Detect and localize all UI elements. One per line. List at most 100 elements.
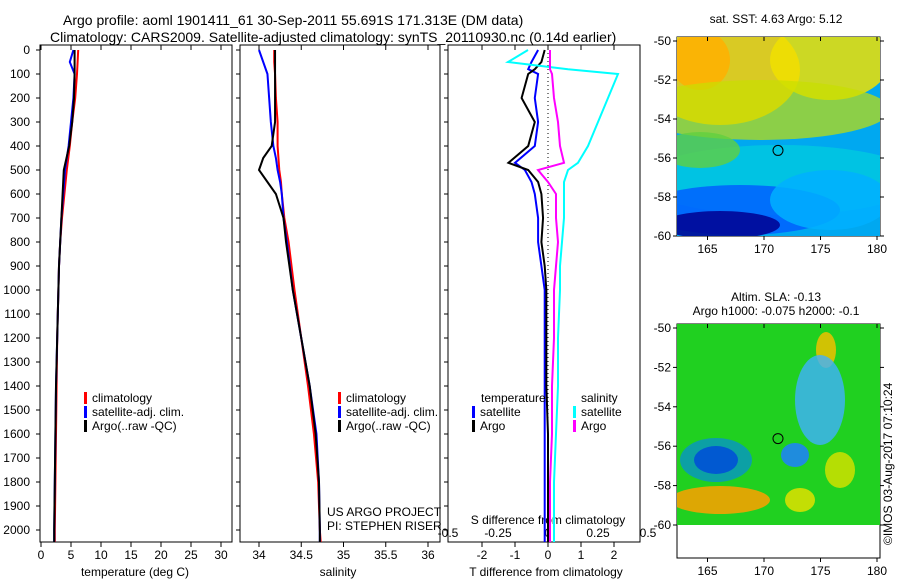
title-line-1: Argo profile: aoml 1901411_61 30-Sep-201… [63,12,524,28]
argo-position-marker [772,144,784,156]
x-tick-label: 5 [68,548,75,562]
x-tick-label: 1 [578,548,585,562]
panel2-xlabel: salinity [320,565,357,579]
x-tick-label: -1 [510,548,521,562]
legend-title-salinity: salinity [581,391,618,405]
y-tick-label: 400 [10,139,30,153]
y-tick-label: 900 [10,259,30,273]
map-cell-blob [795,355,845,445]
map-cell-blob [677,211,780,236]
x2-tick-label: 0.25 [586,526,610,540]
x-tick-label: 0 [545,548,552,562]
map-x-tick-label: 170 [754,564,774,578]
legend-diff-sal-swatch [573,406,576,418]
legend-sal-swatch [338,406,341,418]
legend-sal-swatch [338,420,341,432]
x-tick-label: 34 [252,548,266,562]
y-tick-label: 1900 [3,499,30,513]
legend-diff-temp-label: satellite [480,405,521,419]
x-tick-label: 25 [184,548,198,562]
map-x-tick-label: 175 [810,242,830,256]
x2-tick-label: 0.5 [640,526,657,540]
x-tick-label: 0 [38,548,45,562]
y-tick-label: 600 [10,187,30,201]
x-tick-label: 35 [337,548,351,562]
y-tick-label: 700 [10,211,30,225]
salinity-line-0 [273,50,322,543]
watermark: ©IMOS 03-Aug-2017 07:10:24 [881,382,895,545]
y-tick-label: 1800 [3,475,30,489]
title-line-2: Climatology: CARS2009. Satellite-adjuste… [50,29,617,45]
map-y-tick-label: -50 [654,34,672,48]
sst-map-title: sat. SST: 4.63 Argo: 5.12 [710,12,843,26]
y-tick-label: 1600 [3,427,30,441]
y-tick-label: 200 [10,91,30,105]
y-tick-label: 1100 [4,307,30,321]
x-tick-label: 15 [124,548,138,562]
map-cell-blob [677,132,740,168]
legend-sal-swatch [338,392,341,404]
map-cell-blob [781,443,809,467]
panel2-frame [239,44,441,543]
y-tick-label: 0 [23,43,30,57]
legend-diff-temp-swatch [472,406,475,418]
map-y-tick-label: -60 [654,518,672,532]
map-x-tick-label: 180 [867,242,887,256]
sla-map-title: Altim. SLA: -0.13 [731,290,821,304]
temperature-line-2 [53,50,76,542]
x2-tick-label: -0.25 [484,526,512,540]
y-tick-label: 1500 [3,403,30,417]
map-y-tick-label: -58 [654,479,672,493]
map-y-tick-label: -56 [654,439,672,453]
y-tick-label: 1700 [3,451,30,465]
y-tick-label: 300 [10,115,30,129]
map-cell-blob [770,170,880,230]
y-tick-label: 1200 [3,331,30,345]
annotation-project: US ARGO PROJECT [327,505,442,519]
argo-position-marker [772,433,784,445]
y-tick-label: 800 [10,235,30,249]
legend-diff-sal-label: Argo [581,419,607,433]
map-cell-blob [785,488,815,512]
legend-diff-temp-swatch [472,420,475,432]
legend-temp-swatch [84,392,87,404]
map-y-tick-label: -54 [654,112,672,126]
legend-temp-label: satellite-adj. clim. [92,405,184,419]
x-tick-label: 2 [611,548,618,562]
map-x-tick-label: 170 [754,242,774,256]
legend-temp-swatch [84,420,87,432]
panel3-xlabel: T difference from climatology [469,565,623,579]
difference-line-1 [506,49,549,542]
map-cell-blob [680,438,752,482]
difference-line-0 [513,49,546,542]
x-tick-label: 20 [154,548,168,562]
map-x-tick-label: 165 [697,564,717,578]
legend-sal-label: satellite-adj. clim. [346,405,438,419]
map4-heatmap [677,324,880,525]
x-tick-label: 35.5 [374,548,398,562]
y-tick-label: 1400 [3,379,30,393]
legend-title-temperature: temperature [481,391,546,405]
salinity-line-1 [258,49,321,542]
x-tick-label: 34.5 [290,548,314,562]
map-cell-blob [677,37,730,90]
y-tick-label: 100 [10,67,30,81]
map-x-tick-label: 165 [697,242,717,256]
difference-line-3 [536,50,566,542]
legend-diff-temp-label: Argo [480,419,506,433]
map3-heatmap [677,37,880,236]
map-y-tick-label: -50 [654,321,672,335]
legend-diff-sal-swatch [573,420,576,432]
panel1-frame [39,44,233,543]
map-cell-blob [677,486,770,514]
legend-temp-label: Argo(..raw -QC) [92,419,177,433]
map-x-tick-label: 180 [867,564,887,578]
map-y-tick-label: -52 [654,73,672,87]
y-tick-label: 2000 [3,523,30,537]
panel1-xlabel: temperature (deg C) [81,565,189,579]
y-tick-label: 500 [10,163,30,177]
x-tick-label: 30 [214,548,228,562]
legend-temp-label: climatology [92,391,152,405]
